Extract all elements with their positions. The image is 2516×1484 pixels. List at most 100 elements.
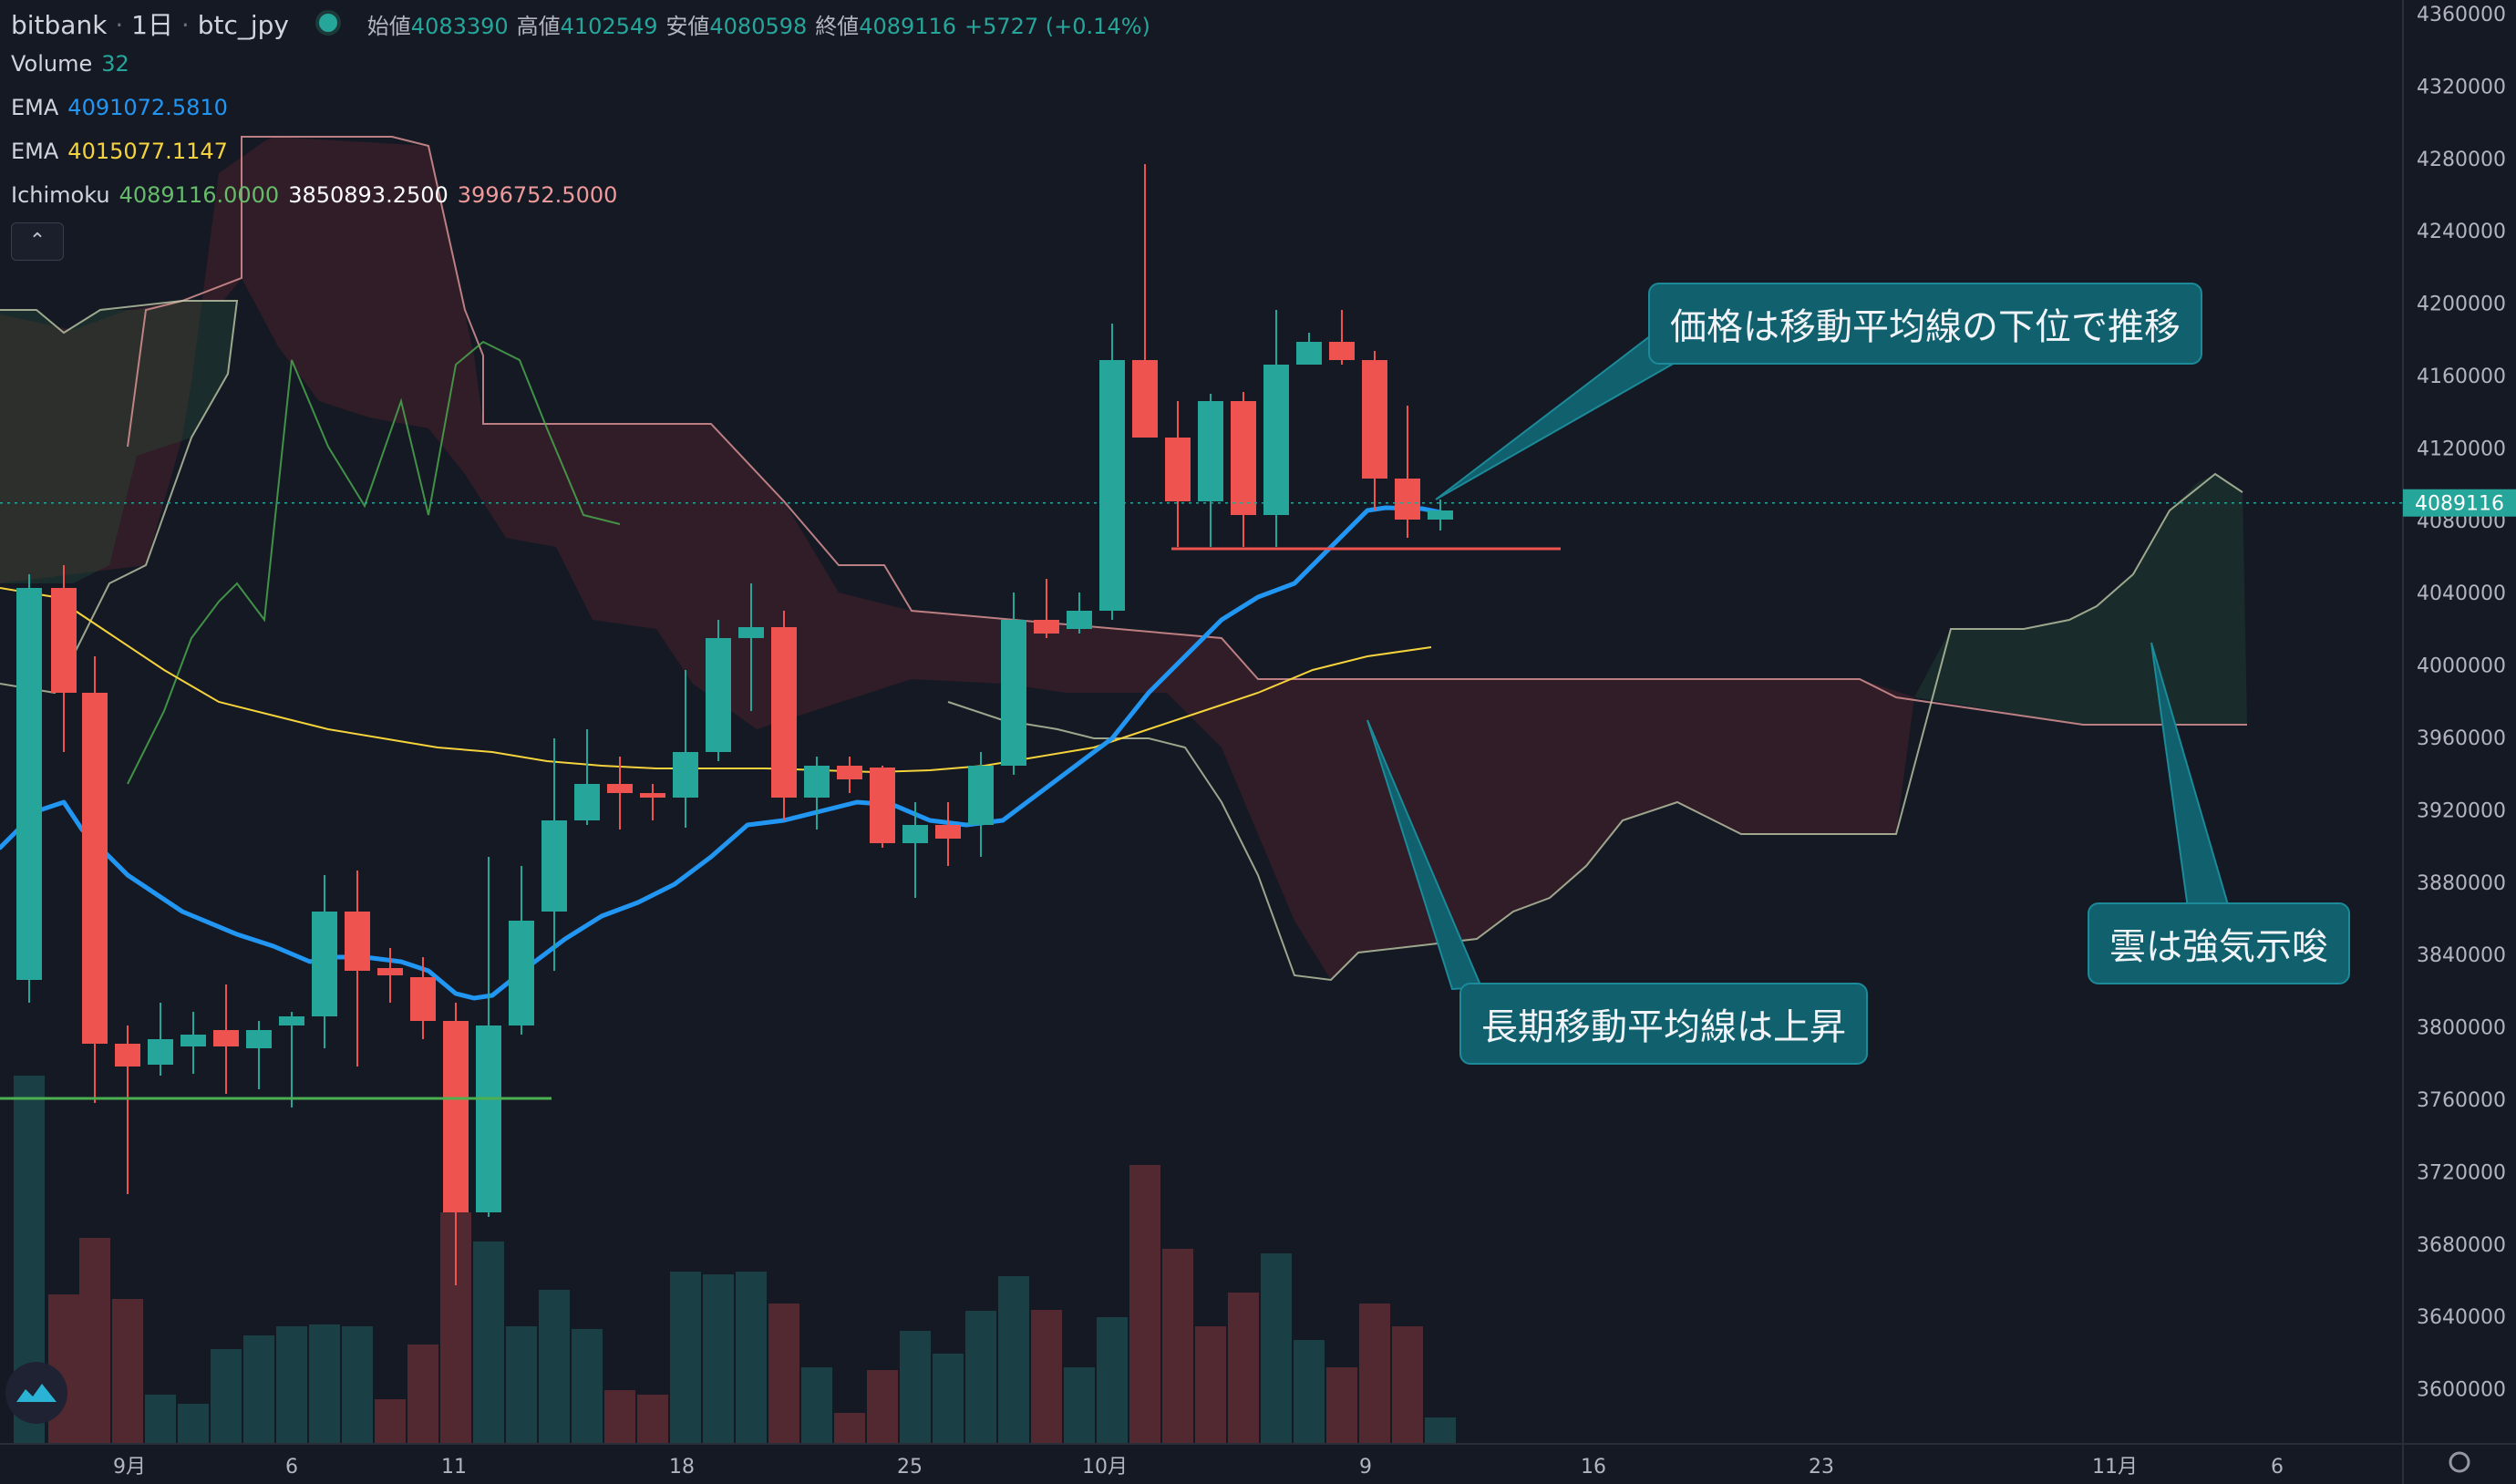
candle-body: [607, 784, 633, 793]
volume-bar: [1425, 1417, 1456, 1444]
price-axis-label: 3720000: [2417, 1161, 2506, 1184]
volume-bar: [703, 1274, 734, 1444]
volume-bar: [572, 1329, 603, 1444]
ichimoku-value-3: 3996752.5000: [457, 182, 618, 208]
candles: [16, 164, 1453, 1285]
volume-bar: [243, 1335, 274, 1444]
candle-body: [16, 588, 42, 980]
candle: [509, 866, 534, 1035]
time-axis-label: 16: [1581, 1456, 1606, 1479]
volume-indicator[interactable]: Volume 32: [11, 51, 129, 77]
volume-bar: [801, 1367, 832, 1444]
senkou-span-a: [0, 300, 2243, 982]
candle-body: [870, 768, 895, 843]
candle-body: [1001, 620, 1026, 766]
interval-label[interactable]: 1日: [131, 10, 173, 40]
candle-body: [804, 766, 830, 798]
candle-body: [509, 921, 534, 1025]
candle: [1296, 333, 1322, 365]
candle: [82, 656, 108, 1103]
candle-body: [82, 693, 108, 1044]
low-value: 4080598: [709, 14, 808, 39]
volume-bar: [407, 1345, 438, 1444]
candle: [870, 766, 895, 848]
volume-bar: [1261, 1253, 1292, 1444]
candle-body: [1395, 479, 1420, 520]
price-axis-label: 3760000: [2417, 1089, 2506, 1112]
candle: [1329, 310, 1355, 365]
volume-bar: [1359, 1304, 1390, 1444]
price-axis-label: 4000000: [2417, 655, 2506, 678]
ichimoku-indicator[interactable]: Ichimoku 4089116.0000 3850893.2500 3996752.…: [11, 182, 617, 208]
volume-bar: [1228, 1293, 1259, 1444]
candle: [673, 670, 698, 828]
candle-body: [312, 912, 337, 1016]
price-axis-label: 4240000: [2417, 221, 2506, 243]
candle: [738, 583, 764, 711]
ichimoku-value-1: 4089116.0000: [119, 182, 280, 208]
candle: [1067, 593, 1092, 634]
tradingview-logo-icon[interactable]: [5, 1362, 67, 1424]
candle-body: [476, 1025, 501, 1212]
volume-bar: [506, 1326, 537, 1444]
candle: [574, 729, 600, 825]
collapse-button[interactable]: ⌃: [11, 222, 64, 261]
change-value: +5727 (+0.14%): [964, 14, 1150, 39]
volume-bar: [1294, 1340, 1325, 1444]
candle-body: [51, 588, 77, 693]
annotation-cloud-bullish: 雲は強気示唆: [2088, 902, 2350, 984]
candle: [1001, 593, 1026, 775]
candle-body: [377, 968, 403, 975]
candle-body: [673, 752, 698, 798]
time-axis-label: 11月: [2092, 1456, 2138, 1479]
volume-bar: [965, 1311, 996, 1444]
volume-bar: [933, 1354, 964, 1444]
candle: [935, 802, 961, 866]
candle-body: [279, 1016, 304, 1025]
candle: [16, 574, 42, 1003]
volume-bars: [14, 1076, 1456, 1444]
candle: [1198, 394, 1223, 547]
candle: [51, 565, 77, 752]
ema-short-indicator[interactable]: EMA 4091072.5810: [11, 95, 228, 120]
candle: [1395, 406, 1420, 538]
volume-bar: [309, 1324, 340, 1444]
candle-body: [1099, 360, 1125, 611]
status-dot-icon: [314, 10, 341, 36]
time-axis-label: 6: [2271, 1456, 2284, 1479]
candle: [312, 875, 337, 1048]
candle-body: [148, 1039, 173, 1065]
candle: [968, 752, 994, 857]
ema-short-value: 4091072.5810: [67, 95, 228, 120]
ichimoku-cloud: [0, 137, 2247, 980]
volume-bar: [79, 1238, 110, 1444]
symbol-label[interactable]: btc_jpy: [197, 10, 289, 40]
chevron-up-icon: ⌃: [28, 230, 46, 252]
volume-bar: [998, 1276, 1029, 1444]
candle-body: [541, 820, 567, 912]
time-axis-label: 18: [669, 1456, 695, 1479]
ema-short-name: EMA: [11, 95, 59, 120]
candle: [476, 857, 501, 1217]
current-price-tag: [2403, 489, 2516, 517]
ema-long-value: 4015077.1147: [67, 139, 228, 164]
price-axis-label: 3960000: [2417, 727, 2506, 750]
candle: [180, 1012, 206, 1074]
candle-body: [180, 1035, 206, 1046]
open-label: 始値: [366, 14, 411, 39]
candle: [148, 1003, 173, 1076]
candle-body: [1296, 342, 1322, 365]
volume-value: 32: [101, 51, 129, 77]
volume-bar: [178, 1404, 209, 1444]
cloud-bearish: [0, 137, 1914, 980]
ema-long-indicator[interactable]: EMA 4015077.1147: [11, 139, 228, 164]
price-axis-label: 4200000: [2417, 294, 2506, 316]
candle: [1099, 324, 1125, 620]
candle-body: [1034, 620, 1059, 634]
candle-body: [443, 1021, 469, 1212]
time-axis-label: 25: [897, 1456, 923, 1479]
cloud-bullish: [1914, 474, 2247, 725]
candle-body: [1132, 360, 1158, 438]
